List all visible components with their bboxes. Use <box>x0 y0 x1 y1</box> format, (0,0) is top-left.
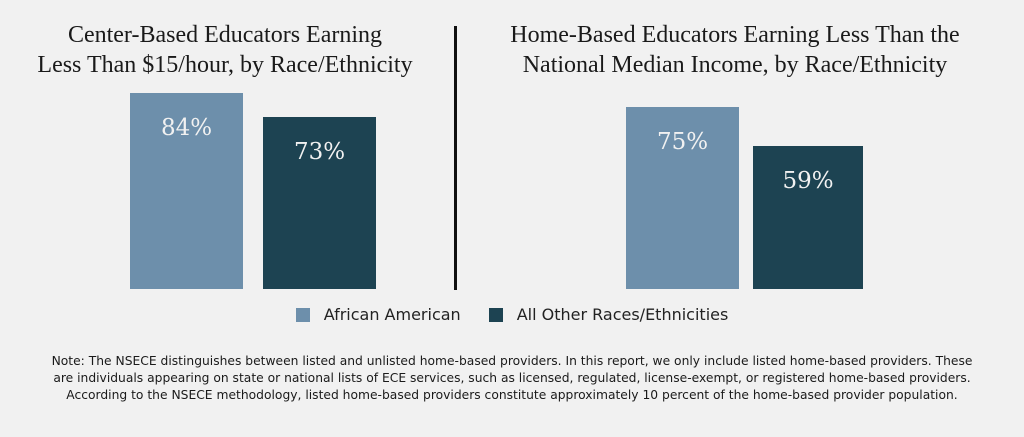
legend-item-all-other: All Other Races/Ethnicities <box>488 305 729 324</box>
footnote: Note: The NSECE distinguishes between li… <box>51 354 973 402</box>
right-chart-title: Home-Based Educators Earning Less Than t… <box>460 20 1010 80</box>
legend-label: African American <box>323 305 461 324</box>
bar-center-all-other: 73% <box>263 116 376 289</box>
bar-home-african-american: 75% <box>626 106 739 289</box>
bar-value-label: 75% <box>656 128 709 155</box>
bar-home-all-other: 59% <box>753 145 863 289</box>
chart-divider <box>454 26 457 290</box>
left-chart-title: Center-Based Educators Earning Less Than… <box>0 20 450 80</box>
bar-center-african-american: 84% <box>130 93 243 289</box>
bar-value-label: 84% <box>160 115 213 142</box>
left-title-line2: Less Than $15/hour, by Race/Ethnicity <box>37 52 413 78</box>
legend-swatch <box>295 307 310 322</box>
left-title-line1: Center-Based Educators Earning <box>67 22 383 48</box>
bar-value-label: 73% <box>293 138 346 165</box>
legend: African American All Other Races/Ethnici… <box>0 305 1024 324</box>
legend-swatch <box>488 307 503 322</box>
legend-item-african-american: African American <box>295 305 461 324</box>
legend-label: All Other Races/Ethnicities <box>516 305 729 324</box>
right-title-line1: Home-Based Educators Earning Less Than t… <box>510 22 960 48</box>
bar-value-label: 59% <box>782 167 834 194</box>
right-title-line2: National Median Income, by Race/Ethnicit… <box>522 52 948 78</box>
